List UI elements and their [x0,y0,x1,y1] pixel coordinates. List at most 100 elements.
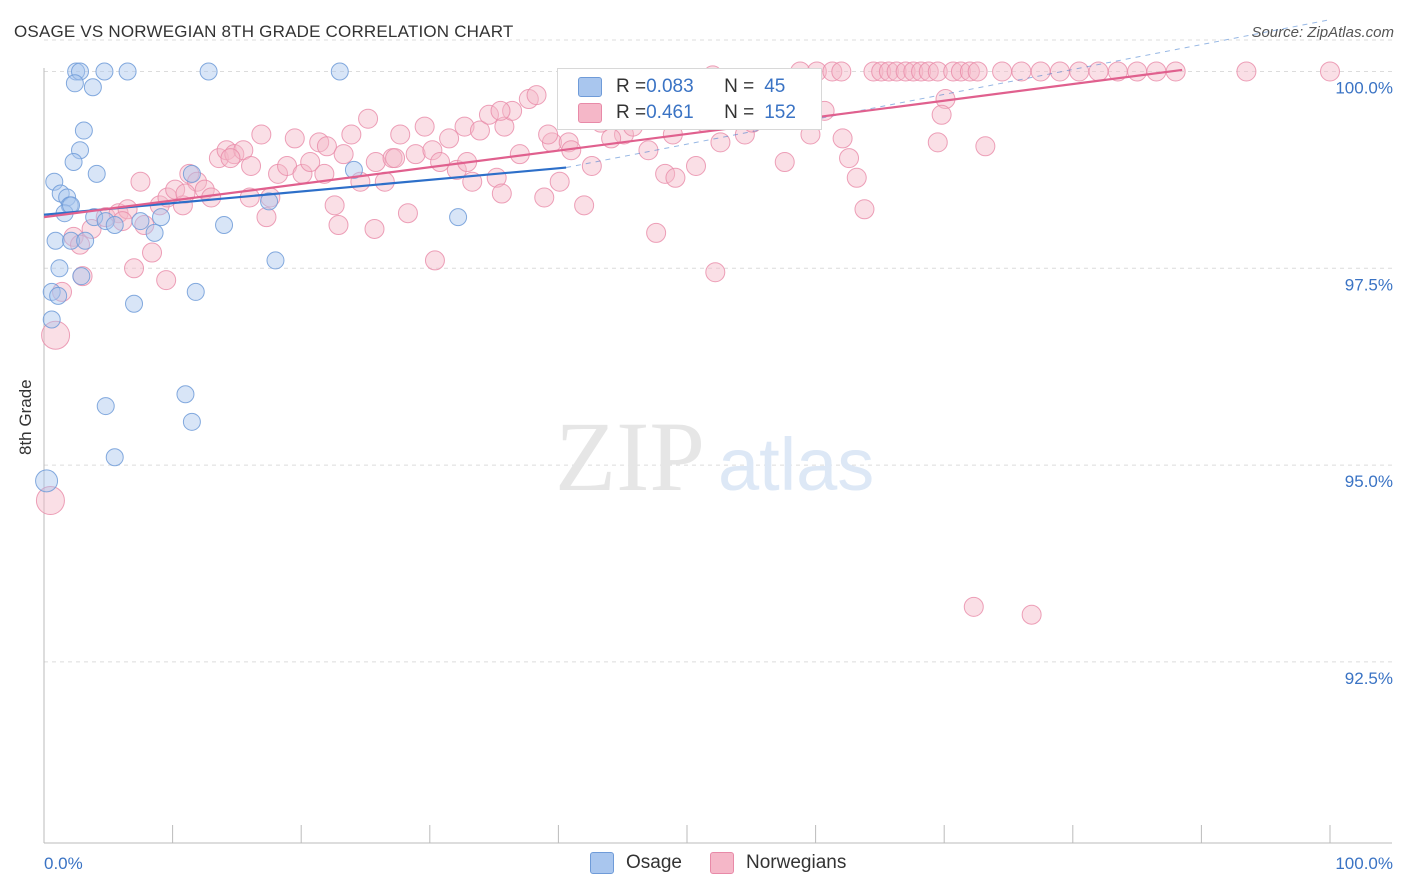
norwegians-point [686,155,707,176]
norwegians-point [316,136,337,157]
stats-row-osage: R = 0.083 N = 45 [578,74,785,100]
norwegians-point [871,61,892,82]
norwegians-point [142,242,163,263]
norwegians-point [975,136,996,157]
norwegians-point [156,270,177,291]
norwegians-point [903,61,924,82]
norwegians-point [774,152,795,173]
norwegians-point [35,486,65,516]
norwegians-point [526,85,547,106]
axes [43,68,1392,844]
norwegians-point [854,199,875,220]
norwegians-point [251,124,272,145]
norwegians-point [454,116,475,137]
osage-swatch [578,77,602,97]
osage-point [152,208,171,227]
norwegians-point [927,61,948,82]
osage-point [118,62,137,81]
osage-point [49,286,68,305]
osage-point [42,310,61,329]
osage-point [71,62,90,81]
series-legend: Osage Norwegians [0,850,1406,880]
watermark-atlas: atlas [718,423,874,506]
norwegians-point [574,195,595,216]
norwegians-point [194,179,215,200]
norwegians-legend-label: Norwegians [746,852,847,873]
norwegians-point [710,132,731,153]
osage-point [95,62,114,81]
legend-item-norwegians[interactable]: Norwegians [710,852,846,874]
n-label: N = [724,76,755,97]
norwegians-point [358,108,379,129]
osage-point [62,231,81,250]
osage-point [105,216,124,235]
norwegians-point [665,167,686,188]
osage-point [260,192,279,211]
norwegians-point [405,144,426,165]
norwegians-point [256,207,277,228]
trend-lines [43,19,1331,219]
osage-point [145,223,164,242]
osage-point [186,282,205,301]
norwegians-point [1069,61,1090,82]
norwegians-point [1030,61,1051,82]
r-label: R = [616,76,647,97]
norwegians-point [931,104,952,125]
norwegians-point [878,61,899,82]
norwegians-trend-line [43,68,1183,219]
n-label: N = [724,102,755,123]
norwegians-point [895,61,916,82]
osage-legend-label: Osage [626,852,682,873]
osage-point [96,212,115,231]
osage-point [266,251,285,270]
norwegians-point [117,199,138,220]
norwegians-point [534,187,555,208]
norwegians-point [324,195,345,216]
norwegians-point [911,61,932,82]
norwegians-point [655,163,676,184]
norwegians-point [959,61,980,82]
norwegians-point [422,140,443,161]
osage-point [182,412,201,431]
norwegians-point [81,218,102,239]
legend-item-osage[interactable]: Osage [590,852,682,874]
norwegians-point [846,167,867,188]
n-value: 45 [764,76,786,97]
osage-point [449,208,468,227]
norwegians-point [538,124,559,145]
watermark-zip: ZIP [555,401,705,512]
osage-point [125,294,144,313]
norwegians-point [705,262,726,283]
norwegians-points [35,61,1340,625]
osage-point [50,259,69,278]
r-value: 0.461 [646,102,694,123]
osage-point [330,62,349,81]
norwegians-point [549,171,570,192]
norwegians-point [397,203,418,224]
norwegians-point [839,148,860,169]
osage-point [105,448,124,467]
osage-point [76,231,95,250]
osage-point [87,164,106,183]
n-value: 152 [764,102,796,123]
norwegians-point [130,171,151,192]
norwegians-point [1127,61,1148,82]
norwegians-point [646,222,667,243]
y-tick-label: 100.0% [1335,78,1393,97]
norwegians-swatch [578,103,602,123]
norwegians-legend-swatch [710,852,734,874]
x-tick-label-max: 100.0% [1335,854,1393,873]
y-tick-label: 97.5% [1345,275,1393,294]
osage-point [85,208,104,227]
norwegians-point [414,116,435,137]
osage-point [72,267,91,286]
norwegians-point [341,124,362,145]
osage-point [46,231,65,250]
norwegians-point [314,163,335,184]
norwegians-point [490,100,511,121]
osage-point [83,78,102,97]
osage-legend-swatch [590,852,614,874]
norwegians-point [439,128,460,149]
stats-row-norwegians: R = 0.461 N = 152 [578,100,796,126]
